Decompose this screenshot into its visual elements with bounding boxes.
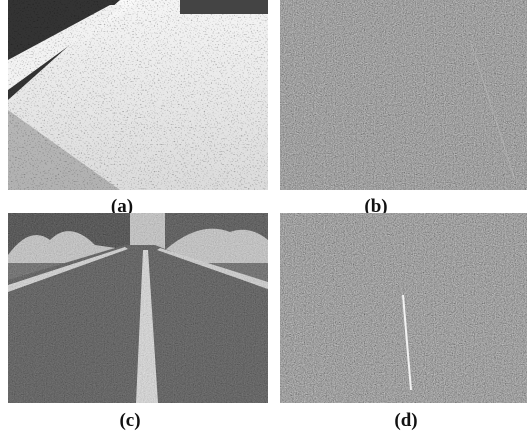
- panel-label: (d): [394, 410, 417, 431]
- page: {"panels": [{"label": "(a)"}, {"label": …: [0, 0, 532, 432]
- panel-c: [8, 213, 268, 403]
- panel-label: (c): [119, 410, 140, 431]
- panel-d: [280, 213, 527, 403]
- panel-a: [8, 0, 268, 190]
- figure: (a) (b) (c) (d): [0, 0, 532, 432]
- panel-b: [280, 0, 527, 190]
